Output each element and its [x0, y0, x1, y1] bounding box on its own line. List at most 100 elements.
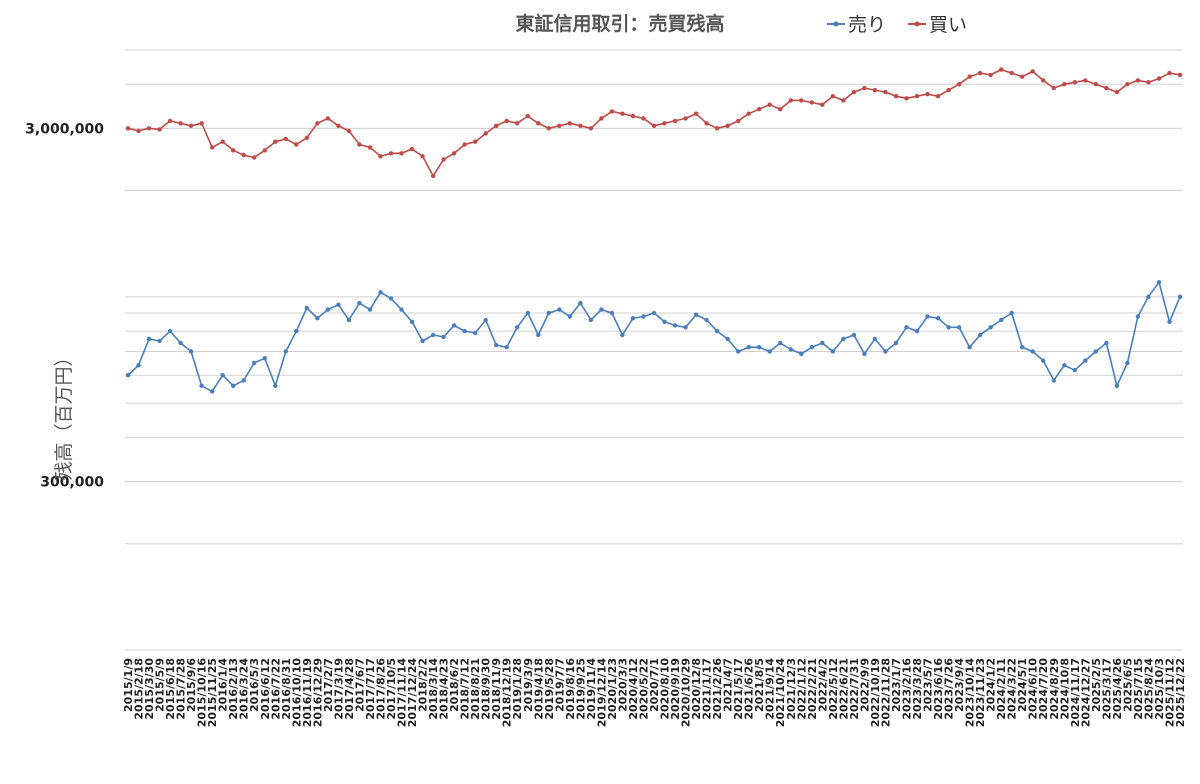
data-point-sell: [599, 307, 604, 312]
legend-sell-label: 売り: [848, 14, 886, 36]
data-point-sell: [778, 340, 783, 346]
x-tick-label: 2020/9/19: [669, 658, 682, 720]
data-point-buy: [736, 118, 741, 124]
data-point-sell: [188, 349, 194, 354]
data-point-sell: [693, 312, 699, 317]
data-point-sell: [904, 325, 909, 330]
data-point-buy: [788, 98, 793, 103]
data-point-buy: [515, 121, 520, 126]
data-point-buy: [557, 123, 562, 128]
data-point-sell: [157, 338, 162, 344]
x-tick-label: 2020/5/22: [637, 658, 650, 720]
data-point-buy: [210, 145, 215, 150]
data-point-buy: [704, 121, 709, 126]
data-point-buy: [325, 116, 331, 121]
legend-buy-label: 買い: [929, 14, 967, 36]
data-point-buy: [904, 96, 909, 101]
x-tick-label: 2019/5/28: [543, 658, 556, 720]
y-axis-label: 残高（百万円）: [53, 347, 75, 480]
data-point-sell: [935, 316, 941, 321]
data-point-sell: [1146, 294, 1151, 299]
data-point-sell: [651, 310, 657, 316]
data-point-buy: [620, 111, 625, 116]
data-point-sell: [262, 356, 267, 361]
x-tick-label: 2015/2/18: [133, 658, 146, 720]
data-point-sell: [294, 328, 299, 334]
data-point-buy: [241, 152, 246, 158]
x-tick-label: 2024/2/11: [995, 658, 1008, 720]
data-point-buy: [651, 123, 657, 128]
data-point-buy: [893, 94, 899, 99]
x-tick-label: 2019/7/7: [553, 658, 566, 712]
data-point-sell: [1072, 368, 1078, 373]
x-tick-label: 2025/8/24: [1142, 658, 1155, 720]
data-point-sell: [725, 336, 730, 342]
data-point-buy: [872, 87, 878, 93]
x-tick-label: 2017/2/7: [322, 658, 335, 712]
x-tick-label: 2017/6/7: [353, 658, 366, 712]
gridlines: [125, 49, 1183, 651]
data-point-sell: [1104, 340, 1109, 346]
data-point-sell: [483, 317, 488, 323]
data-point-sell: [820, 340, 825, 346]
data-point-buy: [1083, 78, 1088, 83]
data-point-buy: [672, 118, 678, 124]
data-point-buy: [483, 131, 488, 136]
x-tick-label: 2015/1/9: [122, 658, 135, 712]
x-tick-label: 2019/4/18: [532, 658, 545, 720]
data-point-buy: [357, 142, 362, 147]
data-point-sell: [136, 363, 141, 368]
series-sell: [125, 280, 1183, 394]
x-tick-label: 2025/12/22: [1174, 658, 1187, 727]
x-tick-label: 2020/1/23: [606, 658, 619, 720]
y-axis-ticks: 300,000 3,000,000: [25, 121, 104, 490]
x-tick-label: 2020/10/29: [680, 658, 693, 727]
x-tick-label: 2021/12/3: [785, 658, 798, 720]
x-tick-label: 2024/7/20: [1037, 658, 1050, 720]
data-point-buy: [778, 107, 783, 112]
x-tick-label: 2024/11/17: [1069, 658, 1082, 727]
series-layer: [125, 67, 1183, 394]
data-point-buy: [946, 87, 951, 93]
data-point-sell: [199, 383, 204, 388]
data-point-sell: [830, 349, 835, 354]
x-tick-label: 2018/8/21: [469, 658, 482, 720]
data-point-sell: [494, 342, 499, 348]
data-point-buy: [546, 126, 551, 131]
data-point-buy: [1051, 85, 1057, 91]
x-tick-label: 2025/2/5: [1090, 658, 1103, 712]
data-point-buy: [609, 109, 615, 114]
data-point-sell: [1093, 349, 1099, 354]
data-point-sell: [1020, 345, 1025, 350]
data-point-buy: [809, 100, 814, 105]
x-tick-label: 2022/11/28: [879, 658, 892, 727]
data-point-sell: [977, 332, 983, 338]
data-point-sell: [346, 317, 352, 323]
data-point-sell: [683, 325, 688, 330]
x-tick-label: 2018/9/30: [480, 658, 493, 720]
data-point-buy: [252, 155, 257, 160]
data-point-buy: [273, 139, 278, 144]
data-point-sell: [546, 310, 551, 316]
x-tick-label: 2018/2/2: [417, 658, 430, 712]
legend-item-buy: 買い: [908, 14, 967, 36]
x-tick-label: 2024/8/29: [1048, 658, 1061, 720]
x-tick-label: 2016/10/10: [290, 658, 303, 728]
data-point-sell: [462, 328, 467, 334]
data-point-sell: [399, 307, 404, 312]
data-point-sell: [883, 349, 888, 354]
data-point-buy: [1041, 78, 1046, 83]
data-point-sell: [872, 336, 878, 342]
x-tick-label: 2017/3/19: [332, 658, 345, 720]
x-tick-label: 2023/3/28: [911, 658, 924, 720]
data-point-sell: [567, 314, 572, 319]
x-tick-label: 2020/3/3: [616, 658, 629, 712]
x-tick-label: 2025/7/15: [1132, 658, 1145, 720]
x-tick-label: 2023/1/7: [890, 658, 903, 712]
data-point-sell: [441, 334, 446, 340]
data-point-sell: [420, 338, 425, 344]
x-tick-label: 2016/11/19: [301, 658, 314, 727]
data-point-buy: [504, 118, 509, 124]
data-point-sell: [241, 378, 246, 383]
data-point-sell: [851, 332, 857, 338]
